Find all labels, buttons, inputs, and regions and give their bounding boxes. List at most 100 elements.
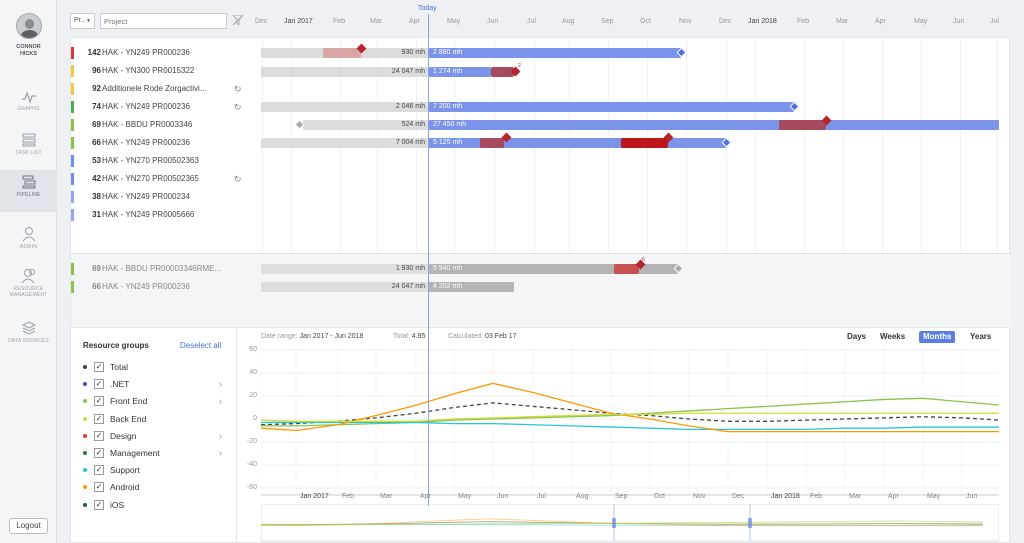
project-priority: 31 (92, 210, 101, 219)
resource-checkbox[interactable]: ✓ (94, 413, 104, 424)
milestone-segment[interactable] (491, 67, 514, 77)
x-tick-label: Feb (342, 493, 355, 500)
forecast-hours-bar[interactable]: 4 202 mh (429, 282, 514, 292)
project-row[interactable]: 142 HAK - YN249 PR000236 (71, 44, 261, 62)
y-tick-label: -40 (246, 461, 257, 468)
project-row[interactable]: 53 HAK - YN270 PR00502363 (71, 152, 261, 170)
project-name: HAK - BBDU PR00003346RME... (102, 264, 222, 273)
planned-hours-bar[interactable]: 524 mh (303, 120, 429, 130)
project-color-stripe (71, 263, 74, 275)
project-row[interactable]: 96 HAK - YN300 PR0015322 (71, 62, 261, 80)
series-color-dot (83, 382, 87, 387)
resource-group-label: Front End (110, 396, 148, 407)
period-months-button[interactable]: Months (919, 331, 956, 343)
planned-hours-bar[interactable]: 7 004 mh (261, 138, 429, 148)
resource-checkbox[interactable]: ✓ (94, 482, 104, 493)
series-line-android (261, 382, 999, 433)
range-navigator[interactable] (261, 504, 999, 542)
sidebar-item-resource-management[interactable]: RESOURCE MANAGEMENT (0, 264, 57, 306)
project-search-input[interactable] (100, 13, 227, 29)
month-gridline (921, 38, 922, 253)
avatar[interactable] (16, 13, 42, 39)
recurring-icon[interactable]: ↻ (234, 102, 242, 112)
project-name: HAK - YN300 PR0015322 (102, 66, 195, 75)
project-row[interactable]: 66 HAK - YN249 PR000236 (71, 278, 261, 296)
sidebar-item-graphs[interactable]: GRAPHS (0, 86, 57, 128)
period-years-button[interactable]: Years (970, 332, 992, 341)
project-row[interactable]: 66 HAK - YN249 PR000236 (71, 134, 261, 152)
planned-hours-bar[interactable]: 24 047 mh (261, 67, 429, 77)
resource-checkbox[interactable]: ✓ (94, 465, 104, 476)
period-days-button[interactable]: Days (847, 332, 867, 341)
x-tick-label: Mar (380, 493, 393, 500)
recurring-icon[interactable]: ↻ (234, 84, 242, 94)
filter-icon[interactable] (233, 15, 243, 25)
project-row[interactable]: 38 HAK - YN249 PR000234 (71, 188, 261, 206)
project-type-select[interactable]: Pr.. ▼ (70, 13, 95, 29)
resource-group-item[interactable]: ✓ Design › (83, 429, 228, 443)
planned-hours-bar[interactable]: 1 930 mh (261, 264, 429, 274)
project-row[interactable]: 74 HAK - YN249 PR000236 ↻ (71, 98, 261, 116)
resource-group-item[interactable]: ✓ .NET › (83, 377, 228, 391)
date-range: Date range: Jan 2017 - Jun 2018 (261, 333, 364, 340)
list-icon (22, 133, 35, 147)
forecast-hours-bar[interactable]: 27 450 mh (429, 120, 999, 130)
forecast-hours-bar[interactable]: 5 125 mh (429, 138, 726, 148)
chevron-right-icon[interactable]: › (219, 379, 222, 390)
conflict-count[interactable]: 6 (642, 257, 645, 263)
sidebar-item-data-sources[interactable]: DATA SOURCES (0, 316, 57, 358)
project-name: Additionele Rode Zorgactivi... (102, 84, 207, 93)
x-tick-label: Apr (888, 493, 899, 500)
sidebar-item-admin[interactable]: ADMIN (0, 222, 57, 264)
resource-checkbox[interactable]: ✓ (94, 430, 104, 441)
resource-group-item[interactable]: ✓ Total (83, 360, 228, 374)
month-label: May (914, 18, 928, 25)
project-row[interactable]: 69 HAK - BBDU PR0003346 (71, 116, 261, 134)
series-color-dot (83, 485, 87, 490)
resource-group-item[interactable]: ✓ Front End › (83, 394, 228, 408)
forecast-hours-bar[interactable]: 7 200 mh (429, 102, 794, 112)
milestone-segment[interactable] (621, 138, 668, 148)
project-row[interactable]: 69 HAK - BBDU PR00003346RME... (71, 260, 261, 278)
project-row[interactable]: 31 HAK - YN249 PR0005666 (71, 206, 261, 224)
logout-button[interactable]: Logout (9, 518, 48, 534)
milestone-segment[interactable] (323, 48, 361, 58)
deselect-all-link[interactable]: Deselect all (180, 341, 222, 350)
planned-hours-bar[interactable]: 24 047 mh (261, 282, 429, 292)
forecast-hours-bar[interactable]: 1 274 mh (429, 67, 491, 77)
navigator-frame (261, 504, 999, 542)
sidebar-item-pipeline[interactable]: PIPELINE (0, 170, 57, 212)
resource-checkbox[interactable]: ✓ (94, 396, 104, 407)
planned-hours-bar[interactable]: 2 046 mh (261, 102, 429, 112)
resource-group-item[interactable]: ✓ Back End (83, 412, 228, 426)
resource-group-item[interactable]: ✓ Support (83, 463, 228, 477)
x-tick-label: Jan 2018 (771, 493, 800, 500)
forecast-hours-bar[interactable]: 5 940 mh (429, 264, 678, 274)
period-weeks-button[interactable]: Weeks (880, 332, 906, 341)
project-row[interactable]: 92 Additionele Rode Zorgactivi... ↻ (71, 80, 261, 98)
project-row[interactable]: 42 HAK - YN270 PR00502365 ↻ (71, 170, 261, 188)
milestone-segment[interactable] (614, 264, 639, 274)
month-label: Sep (601, 18, 614, 25)
conflict-count[interactable]: 2 (518, 63, 521, 69)
forecast-hours-bar[interactable]: 2 880 mh (429, 48, 681, 58)
resource-checkbox[interactable]: ✓ (94, 499, 104, 510)
pipeline-gantt: 142 HAK - YN249 PR000236 96 HAK - YN300 PR0… (70, 37, 1011, 328)
chevron-right-icon[interactable]: › (219, 448, 222, 458)
resource-checkbox[interactable]: ✓ (94, 379, 104, 390)
resource-checkbox[interactable]: ✓ (94, 362, 104, 372)
resource-group-item[interactable]: ✓ Management › (83, 446, 228, 460)
milestone-segment[interactable] (779, 120, 826, 130)
resource-checkbox[interactable]: ✓ (94, 448, 104, 458)
chevron-right-icon[interactable]: › (219, 430, 222, 441)
resource-group-item[interactable]: ✓ iOS (83, 498, 228, 512)
recurring-icon[interactable]: ↻ (234, 174, 242, 184)
x-tick-label: Mar (849, 493, 862, 500)
milestone-segment[interactable] (480, 138, 504, 148)
resource-group-item[interactable]: ✓ Android (83, 480, 228, 494)
project-name: HAK - YN249 PR000236 (102, 138, 190, 147)
chevron-right-icon[interactable]: › (219, 396, 222, 407)
project-name: HAK - BBDU PR0003346 (102, 120, 193, 129)
month-label: Aug (562, 18, 575, 25)
sidebar-item-task-list[interactable]: TASK LIST (0, 128, 57, 170)
